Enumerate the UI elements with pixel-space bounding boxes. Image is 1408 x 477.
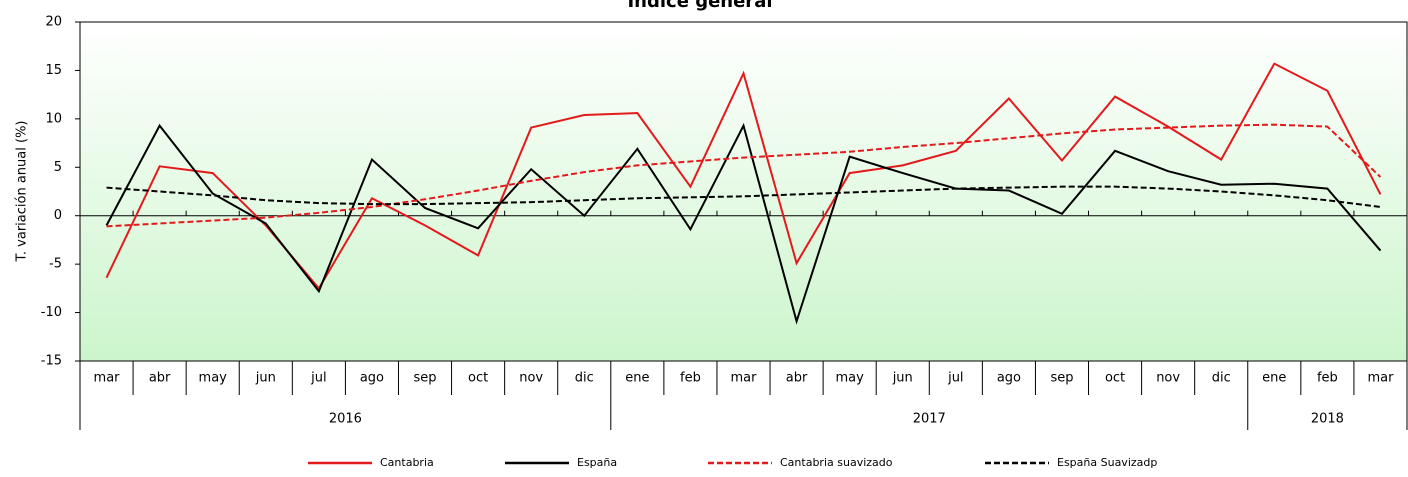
x-tick-label: sep bbox=[1050, 371, 1073, 386]
y-axis-label: T. variación anual (%) bbox=[15, 121, 30, 263]
x-tick-label: nov bbox=[1156, 371, 1180, 386]
x-tick-label: abr bbox=[786, 371, 808, 386]
legend-label: España bbox=[577, 456, 617, 469]
x-tick-label: may bbox=[199, 371, 228, 386]
year-label: 2018 bbox=[1311, 412, 1344, 427]
series-line bbox=[105, 122, 1382, 325]
x-tick-label: mar bbox=[1367, 371, 1394, 386]
series-line bbox=[106, 185, 1381, 208]
year-label: 2017 bbox=[913, 412, 946, 427]
x-tick-label: dic bbox=[1212, 371, 1231, 386]
y-tick-label: -15 bbox=[41, 354, 62, 369]
x-tick-label: ene bbox=[625, 371, 649, 386]
y-tick-label: 5 bbox=[54, 160, 62, 175]
x-tick-label: mar bbox=[731, 371, 758, 386]
x-tick-label: dic bbox=[575, 371, 594, 386]
x-tick-label: jul bbox=[310, 371, 326, 386]
legend-label: Cantabria bbox=[380, 456, 434, 469]
x-tick-label: feb bbox=[1317, 371, 1338, 386]
x-tick-label: ago bbox=[997, 371, 1021, 386]
x-tick-label: sep bbox=[414, 371, 437, 386]
series-line bbox=[106, 123, 1382, 228]
year-label: 2016 bbox=[329, 412, 362, 427]
x-tick-label: nov bbox=[519, 371, 543, 386]
x-tick-label: ago bbox=[360, 371, 384, 386]
y-tick-label: -10 bbox=[41, 305, 62, 320]
y-tick-label: -5 bbox=[49, 257, 62, 272]
x-tick-label: jun bbox=[892, 371, 913, 386]
y-tick-label: 0 bbox=[54, 208, 62, 223]
x-tick-label: ene bbox=[1262, 371, 1286, 386]
x-tick-label: jun bbox=[255, 371, 276, 386]
chart-title: Índice general bbox=[627, 0, 772, 12]
y-tick-label: 20 bbox=[45, 15, 62, 30]
x-tick-label: feb bbox=[680, 371, 701, 386]
legend-label: España Suavizadp bbox=[1057, 456, 1157, 469]
legend-label: Cantabria suavizado bbox=[780, 456, 893, 469]
x-tick-label: jul bbox=[947, 371, 963, 386]
x-tick-label: may bbox=[835, 371, 864, 386]
x-tick-label: oct bbox=[468, 371, 488, 386]
y-tick-label: 15 bbox=[45, 63, 62, 78]
x-tick-label: mar bbox=[94, 371, 121, 386]
y-tick-label: 10 bbox=[45, 111, 62, 126]
x-tick-label: abr bbox=[149, 371, 171, 386]
plot-area bbox=[79, 21, 1408, 362]
x-tick-label: oct bbox=[1105, 371, 1125, 386]
